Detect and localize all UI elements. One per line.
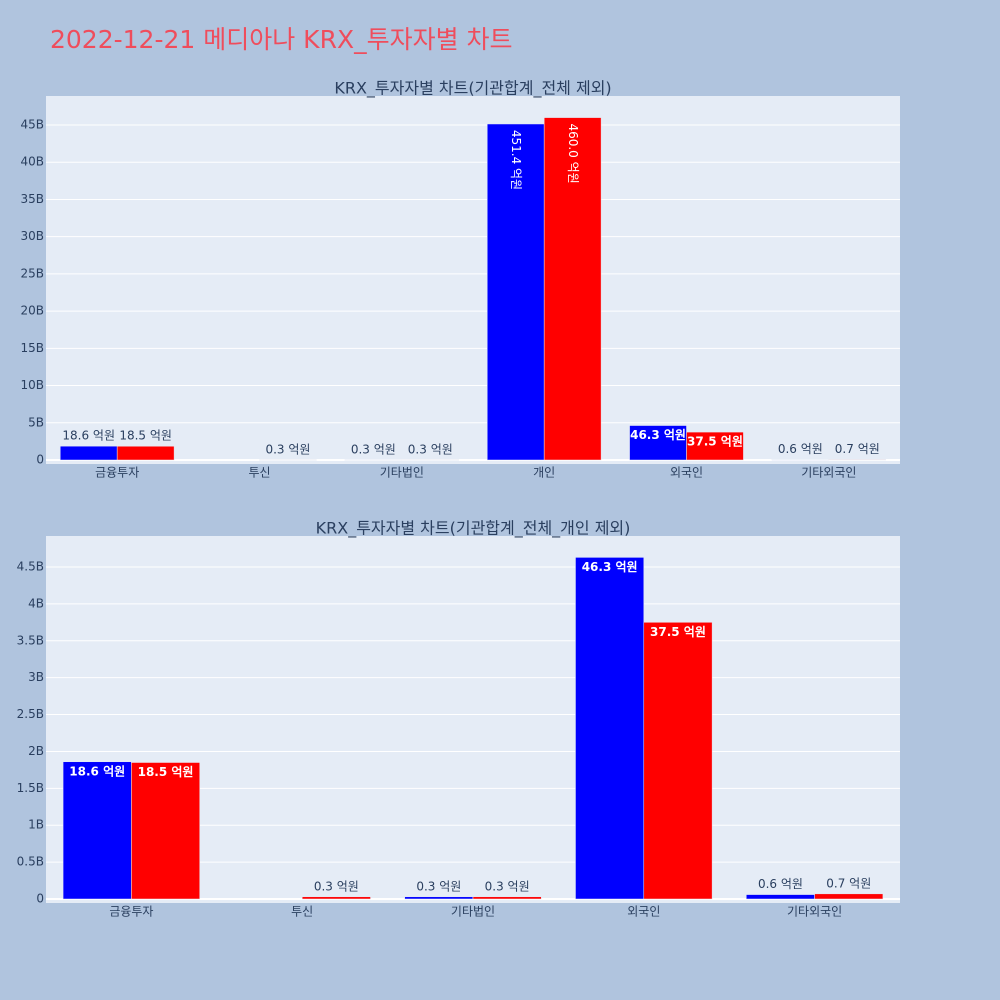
y-tick-label: 0.5B bbox=[17, 855, 44, 869]
y-tick-label: 4B bbox=[28, 596, 44, 610]
bar bbox=[301, 896, 371, 900]
value-label: 0.7 억원 bbox=[826, 876, 871, 890]
x-tick-label: 금융투자 bbox=[95, 466, 139, 480]
bar bbox=[771, 459, 830, 461]
value-label: 0.6 억원 bbox=[778, 442, 823, 456]
y-tick-label: 35B bbox=[20, 192, 44, 206]
y-tick-label: 15B bbox=[20, 341, 44, 355]
bar bbox=[814, 893, 884, 900]
value-label: 0.3 억원 bbox=[265, 442, 310, 456]
y-tick-label: 40B bbox=[20, 155, 44, 169]
y-tick-label: 1B bbox=[28, 818, 44, 832]
bar bbox=[116, 445, 175, 461]
value-label: 18.5 억원 bbox=[138, 765, 194, 779]
y-tick-label: 25B bbox=[20, 266, 44, 280]
y-tick-label: 45B bbox=[20, 118, 44, 132]
y-tick-label: 10B bbox=[20, 378, 44, 392]
x-tick-label: 투신 bbox=[291, 905, 313, 919]
bar bbox=[575, 557, 645, 900]
x-tick-label: 개인 bbox=[533, 466, 555, 480]
value-label: 18.6 억원 bbox=[62, 429, 115, 443]
value-label: 37.5 억원 bbox=[687, 435, 743, 449]
bar bbox=[259, 459, 317, 461]
chart-title: KRX_투자자별 차트(기관합계_전체_개인 제외) bbox=[316, 519, 631, 539]
x-tick-label: 외국인 bbox=[670, 466, 703, 480]
bar bbox=[472, 896, 542, 900]
chart-title: KRX_투자자별 차트(기관합계_전체 제외) bbox=[334, 79, 611, 99]
value-label: 0.3 억원 bbox=[408, 442, 453, 456]
value-label: 18.5 억원 bbox=[119, 429, 172, 443]
y-tick-label: 2B bbox=[28, 744, 44, 758]
bar bbox=[643, 622, 713, 900]
x-tick-label: 금융투자 bbox=[109, 905, 153, 919]
bar bbox=[131, 762, 200, 900]
y-tick-label: 0 bbox=[36, 453, 44, 467]
x-tick-label: 기타법인 bbox=[451, 905, 495, 919]
bar bbox=[404, 896, 474, 900]
bar bbox=[543, 117, 602, 461]
value-label: 0.3 억원 bbox=[416, 879, 461, 893]
x-tick-label: 투신 bbox=[248, 466, 270, 480]
y-tick-label: 2.5B bbox=[17, 707, 44, 721]
bar bbox=[401, 459, 460, 461]
plot-area bbox=[46, 96, 900, 464]
y-tick-label: 20B bbox=[20, 304, 44, 318]
value-label: 0.3 억원 bbox=[351, 442, 396, 456]
value-label: 460.0 억원 bbox=[566, 123, 580, 183]
value-label: 0.3 억원 bbox=[485, 879, 530, 893]
value-label: 0.7 억원 bbox=[835, 442, 880, 456]
bar bbox=[486, 123, 545, 461]
value-label: 37.5 억원 bbox=[650, 625, 706, 639]
value-label: 0.3 억원 bbox=[314, 879, 359, 893]
x-tick-label: 기타외국인 bbox=[801, 466, 856, 480]
x-tick-label: 기타외국인 bbox=[787, 905, 842, 919]
bar bbox=[629, 425, 687, 461]
y-tick-label: 3.5B bbox=[17, 633, 44, 647]
y-tick-label: 4.5B bbox=[17, 559, 44, 573]
bar bbox=[344, 459, 403, 461]
y-tick-label: 0 bbox=[36, 892, 44, 906]
bar bbox=[828, 459, 887, 461]
bar bbox=[62, 761, 132, 900]
y-tick-label: 30B bbox=[20, 229, 44, 243]
bar bbox=[686, 431, 744, 461]
value-label: 18.6 억원 bbox=[69, 764, 125, 778]
y-tick-label: 3B bbox=[28, 670, 44, 684]
value-label: 46.3 억원 bbox=[630, 428, 686, 442]
x-tick-label: 기타법인 bbox=[380, 466, 424, 480]
bar bbox=[746, 894, 815, 900]
value-label: 0.6 억원 bbox=[758, 877, 803, 891]
value-label: 46.3 억원 bbox=[582, 560, 638, 574]
value-label: 451.4 억원 bbox=[509, 130, 523, 190]
y-tick-label: 5B bbox=[28, 415, 44, 429]
bar bbox=[59, 445, 118, 461]
x-tick-label: 외국인 bbox=[627, 905, 660, 919]
page-title: 2022-12-21 메디아나 KRX_투자자별 차트 bbox=[50, 25, 513, 54]
y-tick-label: 1.5B bbox=[17, 781, 44, 795]
